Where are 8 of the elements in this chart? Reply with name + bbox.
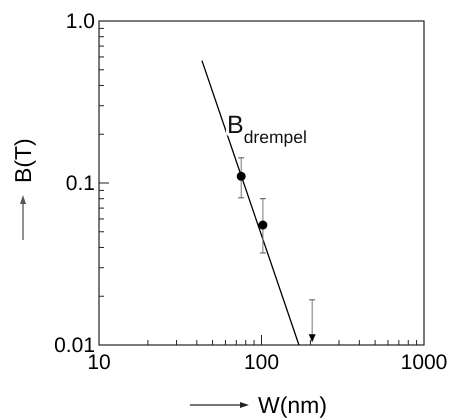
x-tick-label: 10 xyxy=(87,351,111,374)
x-tick-label: 100 xyxy=(244,351,280,374)
y-axis-title: B(T) xyxy=(10,138,36,183)
annotation: B$_{drempel}$ xyxy=(227,111,307,147)
x-axis-title: W(nm) xyxy=(258,392,327,418)
y-tick-label: 0.1 xyxy=(66,172,95,195)
y-tick-label: 1.0 xyxy=(66,10,95,33)
x-tick-label: 1000 xyxy=(400,351,448,374)
